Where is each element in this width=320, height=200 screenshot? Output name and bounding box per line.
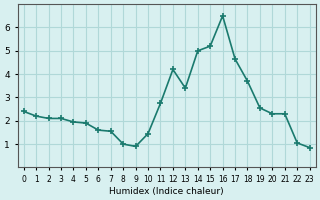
X-axis label: Humidex (Indice chaleur): Humidex (Indice chaleur): [109, 187, 224, 196]
